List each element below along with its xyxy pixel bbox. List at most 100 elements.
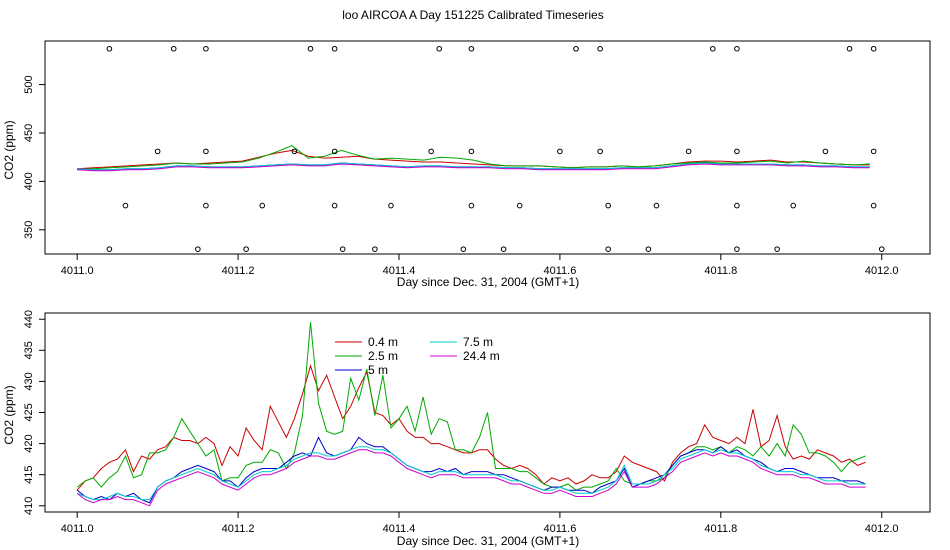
top-plot-frame bbox=[44, 40, 931, 255]
bottom-y-axis-label: CO2 (ppm) bbox=[2, 385, 16, 444]
top-marker-point bbox=[460, 246, 467, 252]
bottom-y-tick-label-415: 415 bbox=[23, 466, 35, 484]
bottom-panel: 410 415 420 425 430 435 440 4011.0 4011.2 4011.4… bbox=[2, 310, 931, 548]
bottom-y-axis: 410 415 420 425 430 435 440 bbox=[23, 310, 45, 515]
top-marker-point bbox=[331, 45, 338, 52]
top-marker-point bbox=[557, 148, 563, 155]
top-x-tick-label-4011-8: 4011.8 bbox=[704, 265, 737, 277]
bottom-x-axis-label: Day since Dec. 31, 2004 (GMT+1) bbox=[397, 534, 579, 548]
bottom-y-tick-label-440: 440 bbox=[23, 310, 35, 328]
top-marker-point bbox=[516, 202, 523, 209]
top-marker-point bbox=[331, 202, 338, 209]
top-marker-point bbox=[822, 148, 829, 155]
top-marker-point bbox=[734, 202, 740, 209]
top-marker-point bbox=[645, 246, 652, 252]
top-marker-point bbox=[734, 246, 740, 252]
top-y-tick-label-500: 500 bbox=[23, 75, 35, 93]
top-y-axis-label: CO2 (ppm) bbox=[2, 120, 16, 179]
top-marker-point bbox=[468, 148, 475, 155]
top-y-tick-label-400: 400 bbox=[23, 172, 35, 190]
bottom-y-tick-label-430: 430 bbox=[23, 372, 35, 390]
top-marker-point bbox=[734, 45, 740, 52]
bottom-y-tick-label-425: 425 bbox=[23, 403, 35, 421]
top-y-axis: 350 400 450 500 bbox=[23, 75, 45, 239]
top-marker-point bbox=[734, 148, 740, 155]
top-marker-point bbox=[291, 148, 298, 155]
top-marker-point bbox=[878, 246, 885, 252]
bottom-x-axis: 4011.0 4011.2 4011.4 4011.6 4011.8 4012.0 bbox=[61, 512, 899, 535]
top-series-group bbox=[77, 145, 870, 172]
top-marker-point bbox=[468, 202, 475, 209]
top-marker-point bbox=[709, 45, 716, 52]
bottom-series-7-5-m bbox=[77, 446, 866, 501]
top-marker-point bbox=[870, 45, 877, 52]
top-marker-point bbox=[597, 148, 603, 155]
bottom-y-tick-label-410: 410 bbox=[23, 497, 35, 515]
top-x-tick-label-4011-4: 4011.4 bbox=[383, 265, 416, 277]
bottom-x-tick-label-4011-4: 4011.4 bbox=[383, 523, 416, 535]
top-series-line-1 bbox=[77, 149, 870, 170]
top-marker-point bbox=[339, 246, 346, 252]
legend-label-0-4m: 0.4 m bbox=[368, 335, 398, 349]
top-marker-point bbox=[774, 246, 780, 252]
top-marker-point bbox=[259, 202, 266, 209]
bottom-y-tick-label-420: 420 bbox=[23, 434, 35, 452]
top-marker-point bbox=[870, 148, 877, 155]
top-marker-point bbox=[870, 202, 877, 209]
top-marker-point bbox=[106, 246, 113, 252]
top-x-axis: 4011.0 4011.2 4011.4 4011.6 4011.8 4012.0 bbox=[61, 254, 899, 277]
top-marker-point bbox=[790, 202, 797, 209]
bottom-x-tick-label-4011-0: 4011.0 bbox=[61, 523, 94, 535]
bottom-x-tick-label-4011-8: 4011.8 bbox=[704, 523, 737, 535]
top-marker-point bbox=[468, 45, 475, 52]
top-series-line-4 bbox=[77, 162, 870, 171]
top-marker-point bbox=[500, 246, 507, 252]
top-marker-point bbox=[388, 202, 394, 209]
top-marker-point bbox=[685, 148, 692, 155]
top-marker-point bbox=[846, 45, 853, 52]
top-x-tick-label-4012-0: 4012.0 bbox=[865, 265, 899, 277]
bottom-y-tick-label-435: 435 bbox=[23, 341, 35, 359]
chart-title: loo AIRCOA A Day 151225 Calibrated Times… bbox=[342, 8, 603, 22]
top-marker-point bbox=[653, 202, 660, 209]
bottom-x-tick-label-4011-2: 4011.2 bbox=[222, 523, 255, 535]
top-marker-point bbox=[597, 45, 603, 52]
bottom-series-5-m bbox=[76, 436, 866, 504]
top-marker-point bbox=[428, 148, 434, 155]
top-series-line-5 bbox=[77, 163, 870, 172]
legend-label-2-5m: 2.5 m bbox=[368, 349, 398, 363]
top-marker-point bbox=[436, 45, 443, 52]
top-marker-point bbox=[170, 45, 177, 52]
bottom-series-24-4-m bbox=[76, 449, 866, 507]
bottom-series-2-5-m bbox=[76, 322, 866, 491]
top-marker-point bbox=[573, 45, 579, 52]
legend: 0.4 m 2.5 m 5 m 7.5 m 24.4 m bbox=[335, 335, 500, 377]
top-marker-point bbox=[203, 202, 209, 209]
top-marker-point bbox=[154, 148, 161, 155]
top-marker-point bbox=[331, 148, 338, 155]
top-y-tick-label-450: 450 bbox=[23, 124, 35, 142]
legend-label-5m: 5 m bbox=[368, 363, 388, 377]
top-marker-point bbox=[372, 246, 378, 252]
top-marker-point bbox=[203, 45, 209, 52]
top-marker-point bbox=[195, 246, 201, 252]
top-x-tick-label-4011-0: 4011.0 bbox=[61, 265, 94, 277]
top-marker-point bbox=[307, 45, 314, 52]
top-marker-point bbox=[605, 202, 611, 209]
top-x-tick-label-4011-2: 4011.2 bbox=[222, 265, 255, 277]
top-marker-point bbox=[106, 45, 113, 52]
bottom-x-tick-label-4012-0: 4012.0 bbox=[865, 523, 899, 535]
legend-label-24-4m: 24.4 m bbox=[463, 349, 500, 363]
bottom-series-group bbox=[76, 322, 866, 507]
top-marker-point bbox=[203, 148, 209, 155]
bottom-x-tick-label-4011-6: 4011.6 bbox=[543, 523, 576, 535]
legend-label-7-5m: 7.5 m bbox=[463, 335, 493, 349]
top-series-line-2 bbox=[77, 145, 870, 171]
top-x-tick-label-4011-6: 4011.6 bbox=[543, 265, 576, 277]
top-marker-group bbox=[106, 45, 885, 252]
top-marker-point bbox=[243, 246, 249, 252]
top-marker-point bbox=[122, 202, 129, 209]
top-x-axis-label: Day since Dec. 31, 2004 (GMT+1) bbox=[397, 275, 579, 289]
